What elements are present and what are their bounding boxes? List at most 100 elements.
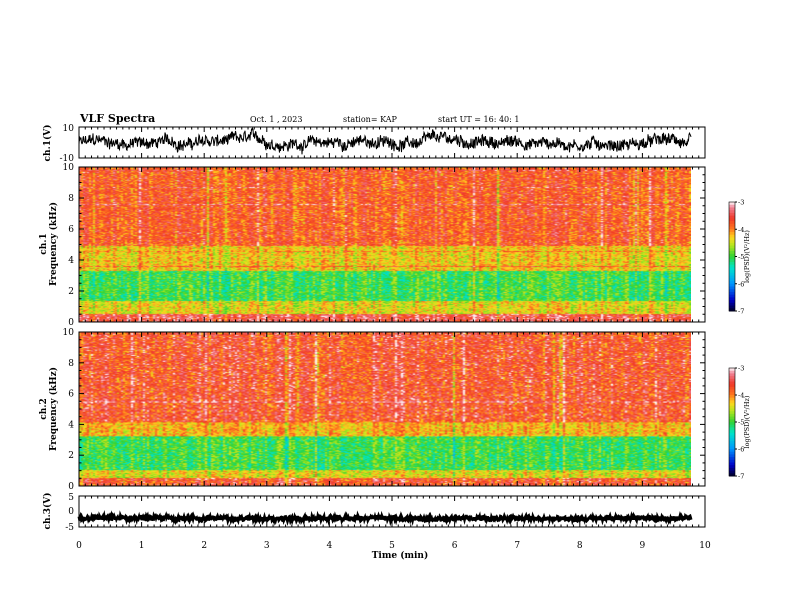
colorbar-label: log(PSD)(V²/Hz) <box>743 395 751 448</box>
ch1-spectrogram-image <box>79 167 691 322</box>
colorbar-swatch <box>729 256 735 260</box>
colorbar-swatch <box>729 212 735 217</box>
colorbar-swatch <box>729 218 735 222</box>
time-tick-label: 4 <box>327 541 333 551</box>
colorbar-swatch <box>729 413 735 418</box>
colorbar-swatch <box>729 231 735 236</box>
colorbar-swatch <box>729 245 735 249</box>
colorbar-swatch <box>729 432 735 436</box>
colorbar-swatch <box>729 308 735 312</box>
colorbar-swatch <box>729 462 735 466</box>
colorbar-swatch <box>729 454 735 458</box>
freq-tick-label: 2 <box>68 451 74 461</box>
freq-tick-label: 0 <box>68 482 74 492</box>
colorbar-swatch <box>729 207 735 211</box>
ch3-waveform-line <box>77 510 693 527</box>
time-axis: 0 1 2 3 4 5 6 7 8 9 10 <box>76 127 711 551</box>
colorbar-swatch <box>729 368 735 372</box>
colorbar-tick-label: -7 <box>738 308 744 316</box>
freq-tick-label: 10 <box>63 328 75 338</box>
colorbar-swatch <box>729 221 735 225</box>
ch3-waveform-ylabel: ch.3(V) <box>42 493 53 530</box>
colorbar-swatch <box>729 270 735 274</box>
colorbar-label: log(PSD)(V²/Hz) <box>743 230 751 283</box>
colorbar-swatch <box>729 289 735 293</box>
colorbar-swatch <box>729 297 735 301</box>
colorbar-swatch <box>729 204 735 208</box>
colorbar-swatch <box>729 427 735 431</box>
ch2-spectrogram-image <box>79 332 691 486</box>
colorbar-tick-label: -6 <box>738 280 744 288</box>
time-tick-label: 8 <box>577 541 583 551</box>
ch1-waveform-line <box>78 126 692 155</box>
colorbar-swatch <box>729 275 735 279</box>
colorbar-tick-label: -3 <box>738 365 744 373</box>
colorbar-swatch <box>729 400 735 404</box>
colorbar-swatch <box>729 473 735 477</box>
colorbar-swatch <box>729 248 735 252</box>
colorbar-swatch <box>729 449 735 453</box>
colorbar-swatch <box>729 403 735 407</box>
colorbar-swatch <box>729 226 735 230</box>
ch2-frequency-ylabel: Frequency (kHz) <box>48 367 59 451</box>
ch3-ytick-label: -5 <box>65 523 74 533</box>
colorbar-swatch <box>729 457 735 461</box>
colorbar-tick-label: -4 <box>738 392 744 400</box>
freq-tick-label: 10 <box>63 163 75 173</box>
colorbar-swatch <box>729 242 735 247</box>
colorbar-swatch <box>729 210 735 214</box>
colorbar-swatch <box>729 386 735 391</box>
colorbar-swatch <box>729 305 735 309</box>
ch1-colorbar: -3 -4 -5 -6 -7 log(PSD)(V²/Hz) <box>728 199 751 316</box>
ch2-spectrogram-panel: 0 2 4 6 8 10 ch.2 Frequency (kHz) <box>39 328 706 492</box>
colorbar-swatch <box>729 237 735 241</box>
colorbar-swatch <box>729 370 735 374</box>
time-tick-label: 0 <box>76 541 82 551</box>
freq-tick-label: 8 <box>68 194 74 204</box>
colorbar-swatch <box>729 465 735 469</box>
colorbar-swatch <box>729 422 735 426</box>
colorbar-swatch <box>729 397 735 401</box>
colorbar-swatch <box>729 291 735 296</box>
ch1-spectrogram-channel-label: ch.1 <box>39 233 49 254</box>
ch1-ytick-label: 10 <box>63 124 75 134</box>
colorbar-tick-label: -5 <box>738 253 744 261</box>
ch1-freq-ticks: 0 2 4 6 8 10 <box>63 163 705 328</box>
colorbar-swatch <box>729 267 735 271</box>
colorbar-tick-label: -4 <box>738 226 744 234</box>
colorbar-tick-label: -7 <box>738 473 744 481</box>
colorbar-swatch <box>729 261 735 266</box>
colorbar-swatch <box>729 240 735 244</box>
colorbar-swatch <box>729 408 735 412</box>
time-tick-label: 9 <box>640 541 646 551</box>
figure-title: VLF Spectra <box>79 112 155 125</box>
colorbar-swatch <box>729 384 735 388</box>
freq-tick-label: 4 <box>68 256 74 266</box>
colorbar-swatch <box>729 419 735 423</box>
ch1-spectrogram-panel: 0 2 4 6 8 10 ch.1 Frequency (kHz) <box>39 163 706 328</box>
colorbar-swatch <box>729 435 735 439</box>
colorbar-swatch <box>729 373 735 377</box>
freq-tick-label: 6 <box>68 390 74 400</box>
freq-tick-label: 0 <box>68 318 74 328</box>
colorbar-tick-label: -5 <box>738 419 744 427</box>
colorbar-swatch <box>729 411 735 415</box>
colorbar-swatch <box>729 251 735 255</box>
colorbar-swatch <box>729 405 735 409</box>
freq-tick-label: 8 <box>68 359 74 369</box>
colorbar-swatch <box>729 416 735 420</box>
colorbar-swatch <box>729 438 735 442</box>
time-tick-label: 2 <box>201 541 207 551</box>
colorbar-swatch <box>729 202 735 206</box>
colorbar-swatch <box>729 440 735 445</box>
time-tick-label: 6 <box>452 541 458 551</box>
colorbar-swatch <box>729 264 735 268</box>
time-axis-label: Time (min) <box>372 550 429 561</box>
time-tick-label: 3 <box>264 541 270 551</box>
colorbar-swatch <box>729 381 735 385</box>
ch1-ytick-label: -10 <box>60 154 75 164</box>
figure-station: station= KAP <box>343 115 398 124</box>
colorbar-swatch <box>729 443 735 447</box>
colorbar-swatch <box>729 283 735 287</box>
